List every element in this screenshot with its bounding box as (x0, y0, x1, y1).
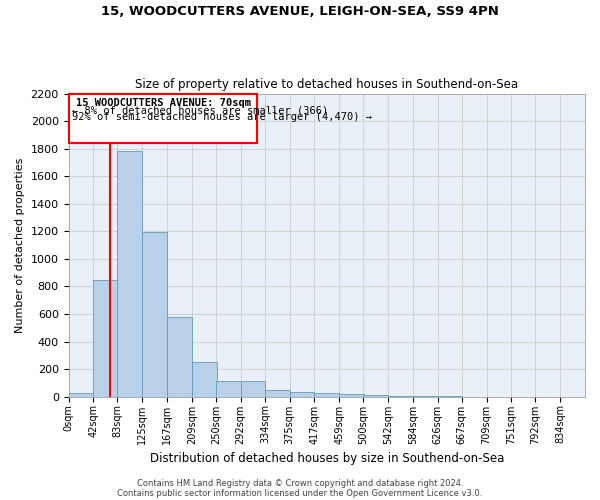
Text: Contains public sector information licensed under the Open Government Licence v3: Contains public sector information licen… (118, 488, 482, 498)
X-axis label: Distribution of detached houses by size in Southend-on-Sea: Distribution of detached houses by size … (149, 452, 504, 465)
Bar (167, 318, 192, 396)
Text: 92% of semi-detached houses are larger (4,470) →: 92% of semi-detached houses are larger (… (72, 112, 372, 122)
Bar (314, 392, 339, 396)
Bar (192, 362, 217, 396)
Bar (364, 394, 388, 396)
Title: Size of property relative to detached houses in Southend-on-Sea: Size of property relative to detached ho… (135, 78, 518, 91)
Bar (142, 232, 167, 396)
Y-axis label: Number of detached properties: Number of detached properties (15, 158, 25, 333)
Bar (290, 392, 314, 396)
Bar (118, 150, 142, 396)
Bar (339, 394, 364, 396)
Text: 15 WOODCUTTERS AVENUE: 70sqm: 15 WOODCUTTERS AVENUE: 70sqm (76, 98, 251, 108)
Text: 15, WOODCUTTERS AVENUE, LEIGH-ON-SEA, SS9 4PN: 15, WOODCUTTERS AVENUE, LEIGH-ON-SEA, SS… (101, 5, 499, 18)
Bar (93, 280, 118, 396)
Bar (68, 393, 93, 396)
Text: ← 8% of detached houses are smaller (366): ← 8% of detached houses are smaller (366… (72, 106, 328, 116)
Text: Contains HM Land Registry data © Crown copyright and database right 2024.: Contains HM Land Registry data © Crown c… (137, 478, 463, 488)
Bar (241, 382, 265, 396)
Bar (265, 390, 290, 396)
Bar (216, 382, 241, 396)
